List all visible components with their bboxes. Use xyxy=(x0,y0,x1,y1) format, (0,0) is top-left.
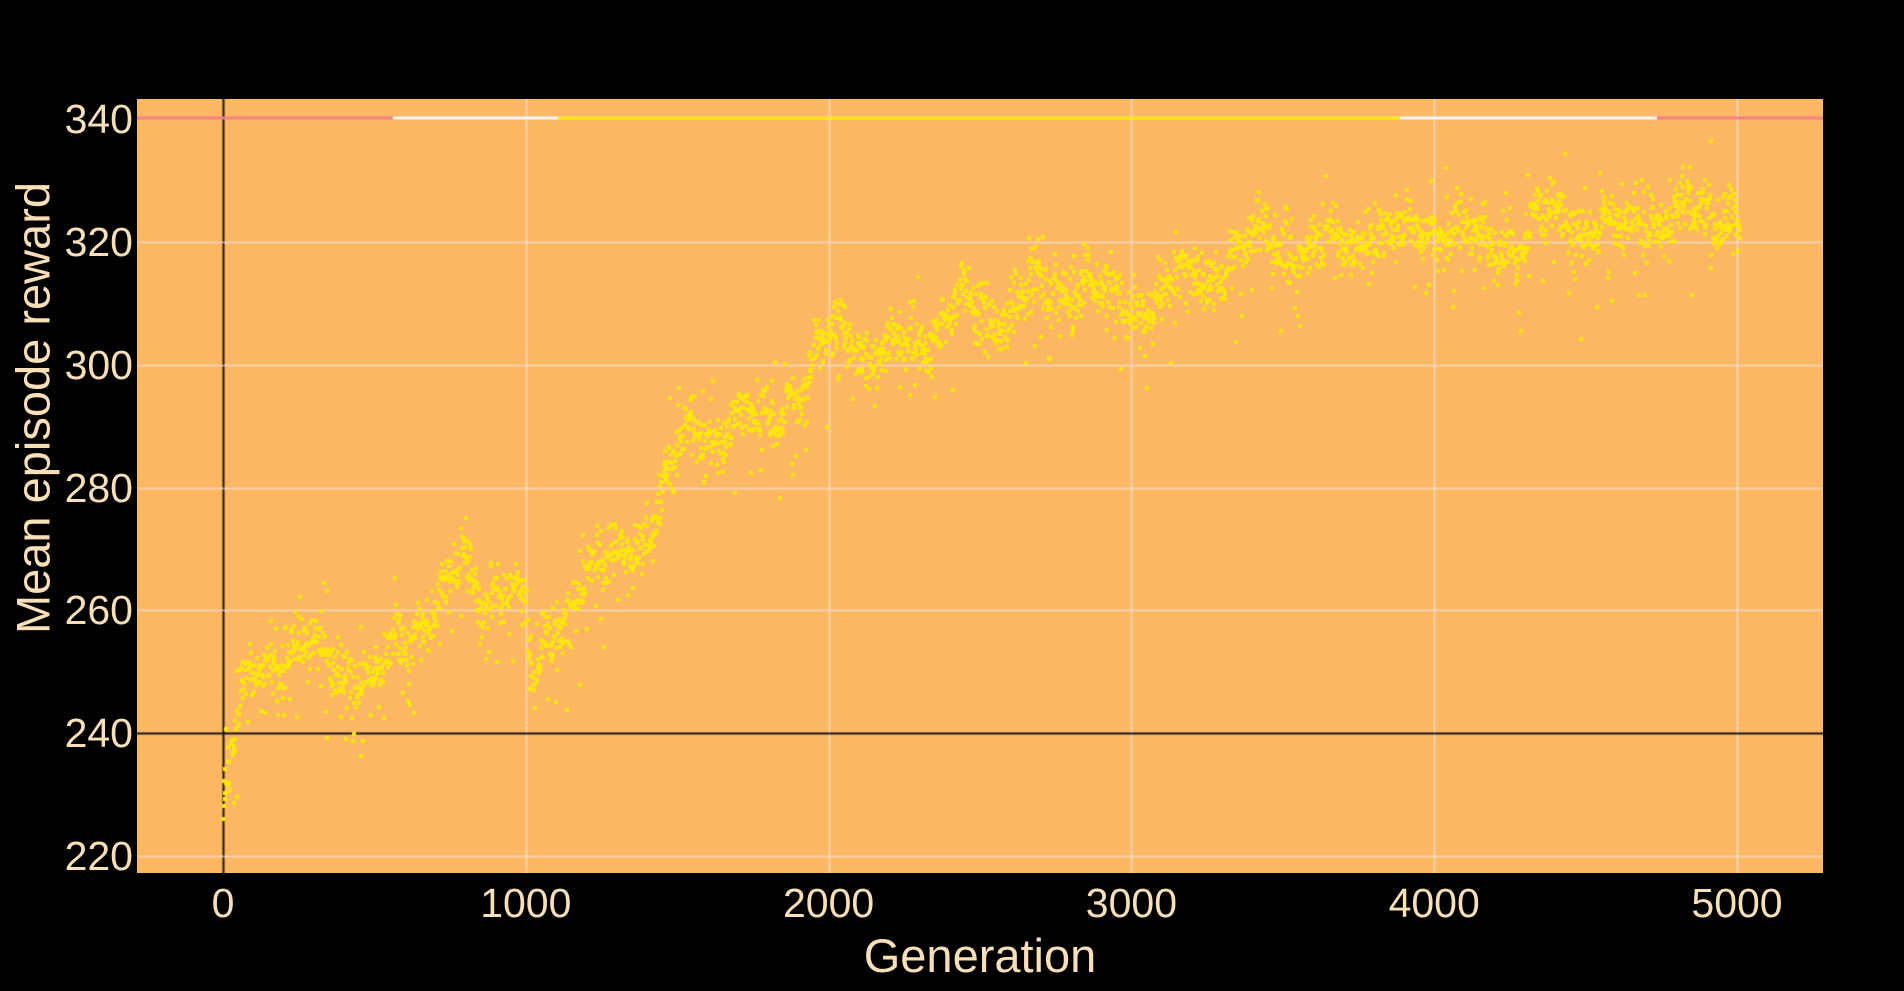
y-tick-label-260: 260 xyxy=(64,587,133,634)
x-tick-label-1000: 1000 xyxy=(480,880,572,926)
y-tick-label-300: 300 xyxy=(64,341,133,388)
x-tick-label-3000: 3000 xyxy=(1085,880,1177,926)
y-axis-title: Mean episode reward xyxy=(6,181,60,634)
y-tick-label-340: 340 xyxy=(64,95,133,142)
x-tick-label-5000: 5000 xyxy=(1691,880,1783,926)
y-tick-label-320: 320 xyxy=(64,218,133,265)
y-tick-label-280: 280 xyxy=(64,464,133,511)
y-tick-label-240: 240 xyxy=(64,710,133,757)
plot-area xyxy=(137,99,1823,873)
x-tick-label-0: 0 xyxy=(211,880,235,926)
x-tick-label-4000: 4000 xyxy=(1388,880,1480,926)
x-tick-label-2000: 2000 xyxy=(782,880,875,926)
x-axis-title: Generation xyxy=(863,929,1097,982)
scatter-canvas xyxy=(137,99,1823,873)
y-tick-label-220: 220 xyxy=(64,833,133,880)
